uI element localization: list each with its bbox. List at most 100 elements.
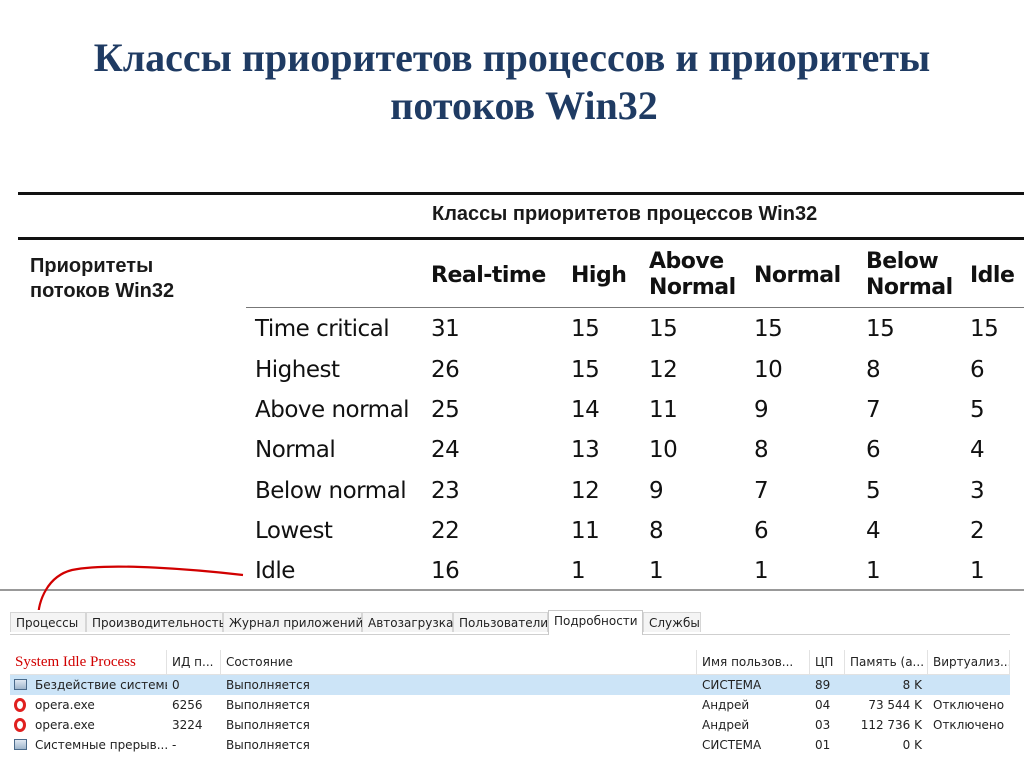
slide-title: Классы приоритетов процессов и приоритет… [0, 34, 1024, 130]
priority-value-cell: 7 [754, 478, 769, 504]
column-header-1[interactable]: ИД п... [167, 650, 221, 674]
priority-value-cell: 1 [649, 558, 664, 584]
tab-0[interactable]: Процессы [10, 612, 86, 632]
process-row[interactable]: opera.exe 6256 Выполняется Андрей 04 73 544 K… [10, 695, 1010, 715]
priority-value-cell: 8 [754, 437, 769, 463]
process-name-cell: Системные прерыв... [35, 738, 167, 752]
priority-value-cell: 10 [649, 437, 678, 463]
priority-value-cell: 12 [571, 478, 600, 504]
column-header-5[interactable]: Память (а... [845, 650, 928, 674]
priority-value-cell: 22 [431, 518, 460, 544]
tab-bar: Процессы Производительность Журнал приложе… [10, 610, 1010, 635]
priority-value-cell: 5 [970, 397, 985, 423]
process-user-cell: СИСТЕМА [702, 678, 762, 692]
group-header-rule [18, 237, 1024, 240]
process-name-cell: Бездействие системы [35, 678, 167, 692]
tab-1[interactable]: Производительность [86, 612, 226, 632]
priority-value-cell: 26 [431, 357, 460, 383]
priority-value-cell: 8 [649, 518, 664, 544]
process-row[interactable]: Бездействие системы 0 Выполняется СИСТЕМА 89… [10, 675, 1010, 695]
process-cpu-cell: 01 [815, 738, 831, 752]
process-memory-cell: 8 K [902, 678, 922, 692]
process-row[interactable]: opera.exe 3224 Выполняется Андрей 03 112 736 … [10, 715, 1010, 735]
column-header-name[interactable]: System Idle Process [10, 650, 167, 674]
priority-value-cell: 24 [431, 437, 460, 463]
priority-value-cell: 15 [571, 316, 600, 342]
tab-3[interactable]: Автозагрузка [362, 612, 453, 632]
row-header-line-2: потоков Win32 [30, 280, 175, 302]
priority-value-cell: 6 [754, 518, 769, 544]
tab-4[interactable]: Пользователи [453, 612, 548, 632]
column-header-6[interactable]: Виртуализ... [928, 650, 1010, 674]
tab-6[interactable]: Службы [643, 612, 701, 632]
column-header-text: Normal [866, 275, 953, 300]
priority-row-label: Time critical [255, 316, 390, 342]
column-header-4[interactable]: ЦП [810, 650, 845, 674]
row-header-line-1: Приоритеты [30, 255, 154, 277]
tab-2[interactable]: Журнал приложений [223, 612, 363, 632]
priority-value-cell: 3 [970, 478, 985, 504]
column-header-2[interactable]: Состояние [221, 650, 697, 674]
priority-value-cell: 4 [866, 518, 881, 544]
priority-value-cell: 23 [431, 478, 460, 504]
process-virt-cell: Отключено [933, 698, 1005, 712]
priority-value-cell: 15 [866, 316, 895, 342]
process-cpu-cell: 04 [815, 698, 831, 712]
priority-value-cell: 1 [970, 558, 985, 584]
tab-5[interactable]: Подробности [548, 610, 643, 635]
priority-value-cell: 15 [970, 316, 999, 342]
priority-row-label: Below normal [255, 478, 407, 504]
column-header-text: Normal [754, 263, 841, 288]
process-user-cell: СИСТЕМА [702, 738, 762, 752]
priority-row-label: Lowest [255, 518, 333, 544]
column-header-3[interactable]: Имя пользов... [697, 650, 810, 674]
column-header-text: Normal [649, 275, 736, 300]
process-state-cell: Выполняется [226, 698, 310, 712]
system-window-icon [14, 739, 27, 750]
priority-row-label: Highest [255, 357, 340, 383]
priority-value-cell: 9 [754, 397, 769, 423]
priority-value-cell: 5 [866, 478, 881, 504]
system-window-icon [14, 679, 27, 690]
process-memory-cell: 0 K [902, 738, 922, 752]
priority-value-cell: 2 [970, 518, 985, 544]
slide-title-line-2: потоков Win32 [390, 83, 658, 128]
priority-value-cell: 1 [571, 558, 586, 584]
priority-table: Классы приоритетов процессов Win32 Приор… [0, 192, 1024, 591]
priority-value-cell: 15 [649, 316, 678, 342]
column-header-text: Above [649, 249, 724, 274]
process-pid-cell: 0 [172, 678, 180, 692]
column-header-5: Idle [970, 263, 1015, 289]
priority-value-cell: 15 [571, 357, 600, 383]
priority-value-cell: 9 [649, 478, 664, 504]
priority-row-label: Normal [255, 437, 336, 463]
process-pid-cell: 6256 [172, 698, 203, 712]
column-header-text: Real-time [431, 263, 546, 288]
table-top-rule [18, 192, 1024, 195]
process-name-cell: opera.exe [35, 698, 95, 712]
process-pid-cell: - [172, 738, 177, 752]
opera-icon [14, 698, 26, 712]
column-header-rule [246, 307, 1024, 308]
process-cpu-cell: 89 [815, 678, 831, 692]
table-bottom-rule [0, 589, 1024, 591]
column-header-0: Real-time [431, 263, 546, 289]
column-header-text: Idle [970, 263, 1015, 288]
slide-title-line-1: Классы приоритетов процессов и приоритет… [93, 35, 931, 80]
row-header: Приоритеты потоков Win32 [30, 254, 174, 304]
priority-value-cell: 11 [649, 397, 678, 423]
process-memory-cell: 73 544 K [868, 698, 922, 712]
column-header-2: Above Normal [649, 249, 736, 301]
priority-value-cell: 1 [866, 558, 881, 584]
group-header: Классы приоритетов процессов Win32 [432, 203, 818, 225]
process-state-cell: Выполняется [226, 678, 310, 692]
column-header-1: High [571, 263, 627, 289]
process-state-cell: Выполняется [226, 738, 310, 752]
priority-value-cell: 10 [754, 357, 783, 383]
priority-value-cell: 8 [866, 357, 881, 383]
column-header-text: High [571, 263, 627, 288]
column-header-row: System Idle Process ИД п... Состояние Имя п… [10, 650, 1010, 675]
process-row[interactable]: Системные прерыв... - Выполняется СИСТЕМА 01… [10, 735, 1010, 755]
process-user-cell: Андрей [702, 698, 750, 712]
process-user-cell: Андрей [702, 718, 750, 732]
